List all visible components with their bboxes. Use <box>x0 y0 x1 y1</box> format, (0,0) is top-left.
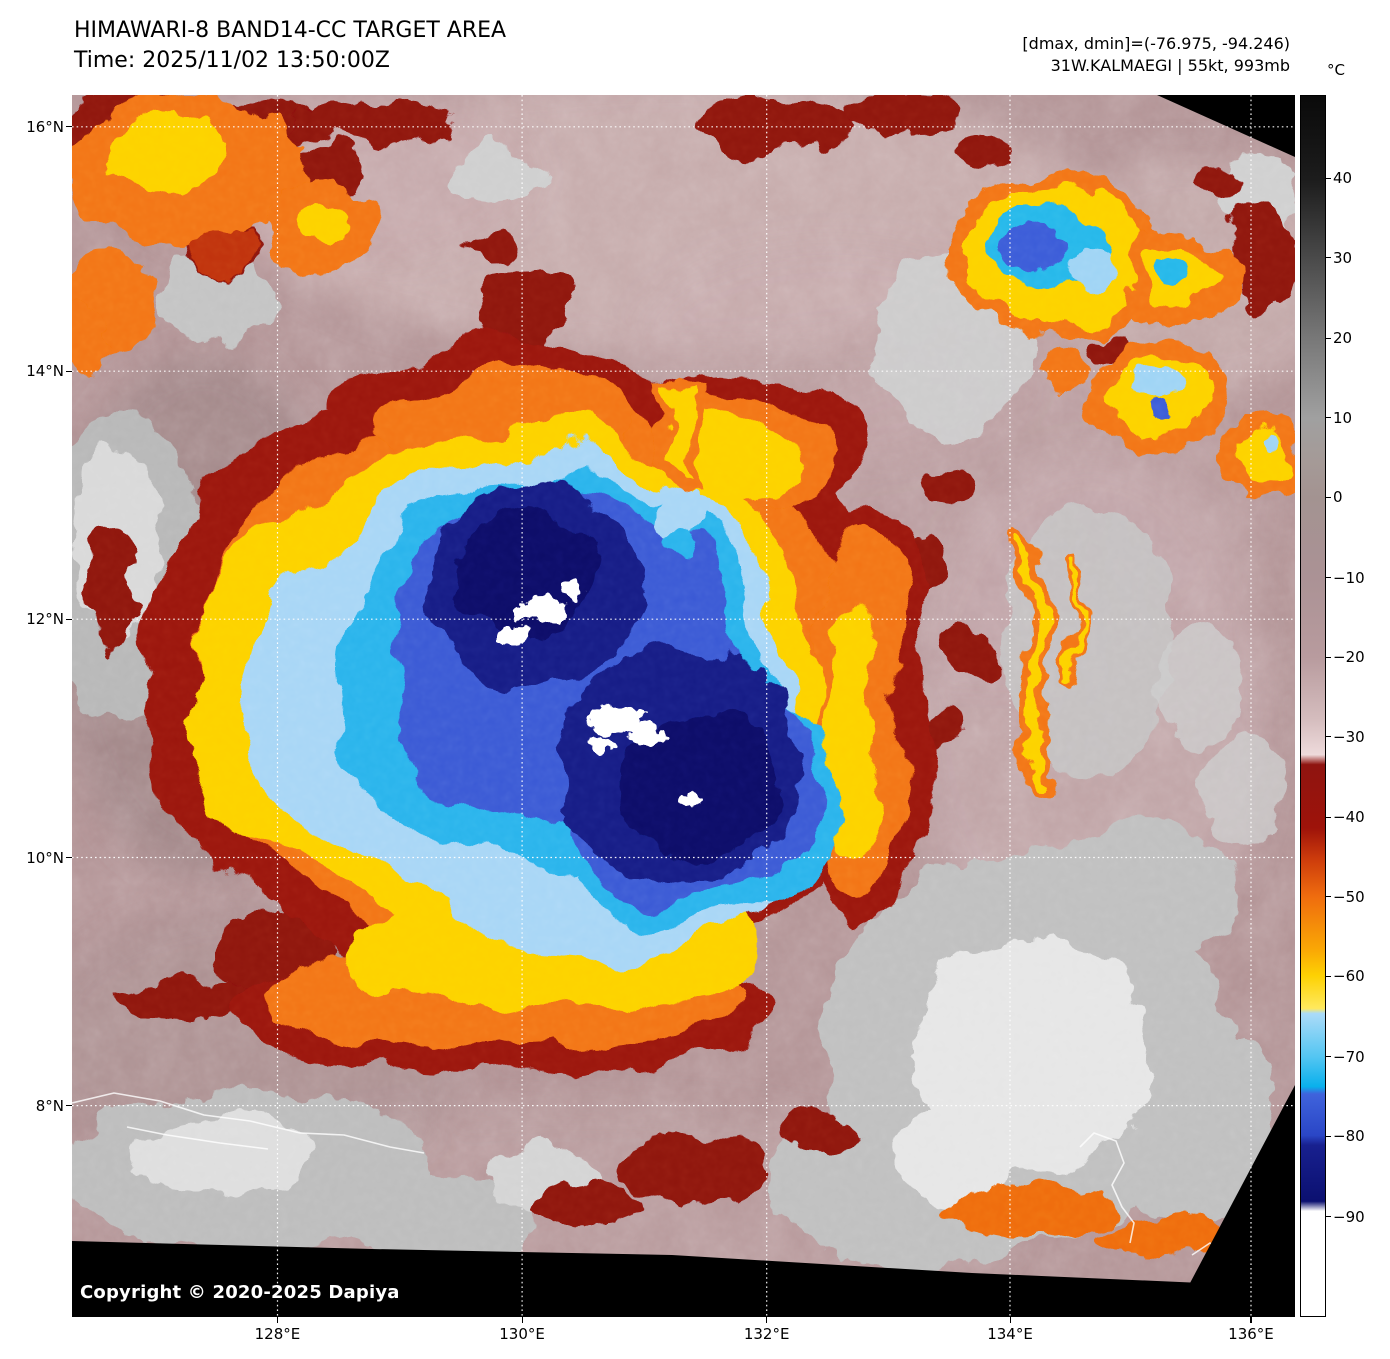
lon-tick-label: 134°E <box>987 1325 1033 1343</box>
lon-tick-label: 128°E <box>254 1325 301 1343</box>
colorbar-tick-label: 0 <box>1333 488 1343 507</box>
colorbar-tick-label: 40 <box>1333 169 1353 188</box>
colorbar-tickmark <box>1326 1135 1331 1137</box>
lat-tick-label: 8°N <box>35 1096 64 1115</box>
colorbar-tick-label: 20 <box>1333 329 1353 348</box>
time-label: Time: 2025/11/02 13:50:00Z <box>74 48 390 74</box>
colorbar-tickmark <box>1326 1216 1331 1218</box>
lon-tickmark <box>1009 1317 1011 1323</box>
colorbar-tick-label: −60 <box>1333 967 1365 986</box>
lon-tick-label: 132°E <box>743 1325 790 1343</box>
colorbar-tick-label: −80 <box>1333 1127 1365 1146</box>
colorbar-tick-label: −30 <box>1333 727 1365 746</box>
colorbar-unit-label: °C <box>1327 61 1345 79</box>
colorbar-tickmark <box>1326 1056 1331 1058</box>
colorbar-tickmark <box>1326 496 1331 498</box>
colorbar-tickmark <box>1326 257 1331 259</box>
satellite-map: Copyright © 2020-2025 Dapiya <box>72 95 1295 1317</box>
copyright-watermark: Copyright © 2020-2025 Dapiya <box>80 1282 400 1303</box>
page-title: HIMAWARI-8 BAND14-CC TARGET AREA <box>74 18 507 43</box>
colorbar-tickmark <box>1326 816 1331 818</box>
satellite-image <box>72 95 1295 1317</box>
lon-tick-label: 136°E <box>1228 1325 1274 1343</box>
colorbar-tick-label: 30 <box>1333 248 1353 267</box>
lat-tick-label: 16°N <box>26 117 64 136</box>
storm-info-label: 31W.KALMAEGI | 55kt, 993mb <box>1050 56 1290 76</box>
colorbar-tick-label: −50 <box>1333 887 1365 906</box>
colorbar-tick-label: 10 <box>1333 408 1353 427</box>
colorbar-tickmark <box>1326 656 1331 658</box>
coastline <box>72 1092 1225 1256</box>
figure-info-block: [dmax, dmin]=(-76.975, -94.246) 31W.KALM… <box>1022 33 1290 78</box>
colorbar-tick-label: −70 <box>1333 1047 1365 1066</box>
colorbar-tickmark <box>1326 577 1331 579</box>
colorbar-tickmark <box>1326 975 1331 977</box>
colorbar-gradient <box>1301 96 1325 1316</box>
lon-tick-label: 130°E <box>499 1325 545 1343</box>
lon-tickmark <box>1250 1317 1252 1323</box>
colorbar-tickmark <box>1326 417 1331 419</box>
lat-tick-label: 10°N <box>26 848 64 867</box>
figure-title-block: HIMAWARI-8 BAND14-CC TARGET AREA Time: 2… <box>74 16 506 77</box>
colorbar-tickmark <box>1326 177 1331 179</box>
colorbar-tick-label: −40 <box>1333 808 1365 827</box>
lon-tickmark <box>276 1317 279 1323</box>
lat-tick-label: 14°N <box>26 362 64 381</box>
colorbar-tick-label: −20 <box>1333 648 1365 667</box>
lon-tickmark <box>766 1317 768 1323</box>
colorbar-tick-label: −90 <box>1333 1207 1365 1226</box>
cloud-field <box>72 95 1295 1317</box>
colorbar-tickmark <box>1326 337 1331 339</box>
scan-sector-mask <box>72 95 1295 1317</box>
colorbar-tick-label: −10 <box>1333 568 1365 587</box>
colorbar <box>1300 95 1326 1317</box>
gridlines <box>72 95 1295 1317</box>
lat-tick-label: 12°N <box>26 610 64 629</box>
dmax-dmin-label: [dmax, dmin]=(-76.975, -94.246) <box>1022 34 1290 53</box>
colorbar-tickmark <box>1326 736 1331 738</box>
colorbar-tickmark <box>1326 896 1331 898</box>
lon-tickmark <box>521 1317 523 1323</box>
